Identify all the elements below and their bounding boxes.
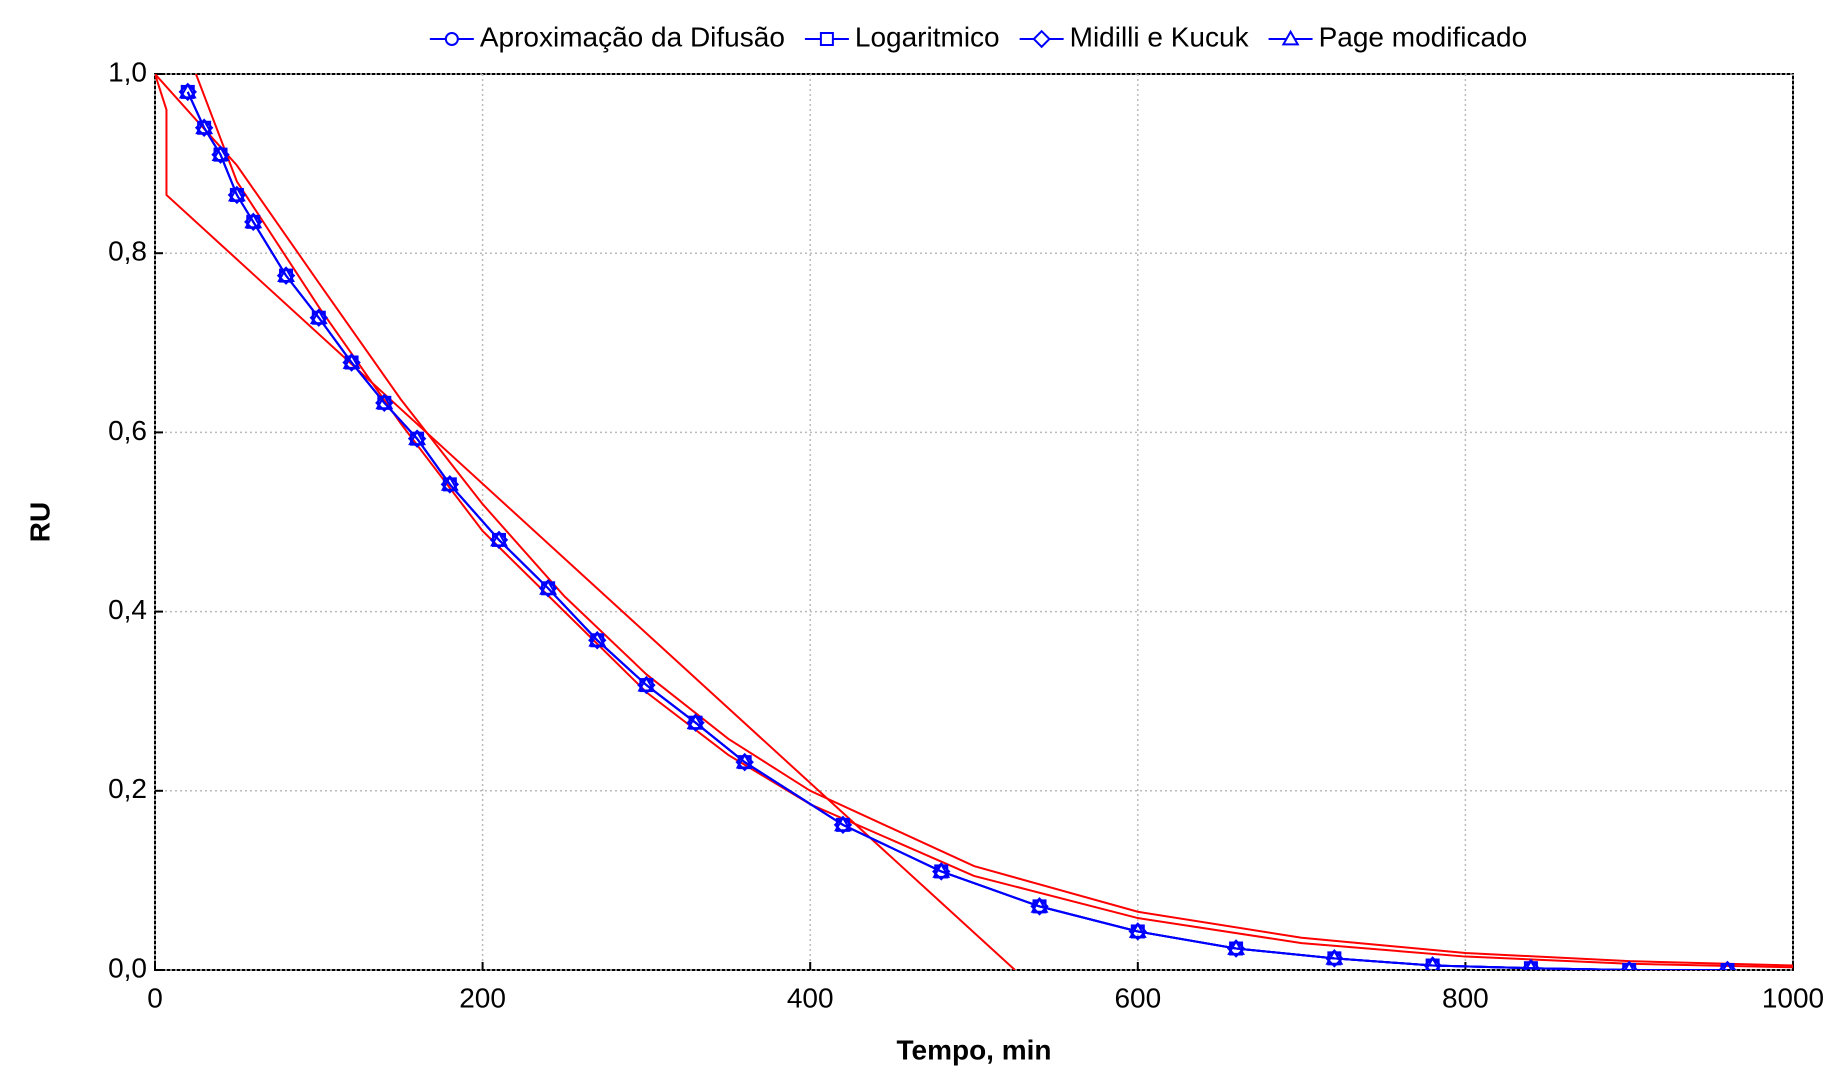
marker [1030,897,1049,916]
legend-item: Aproximação da Difusão [429,21,785,52]
y-tick-label: 1,0 [108,56,147,87]
y-axis-label: RU [24,502,55,542]
marker [227,185,247,205]
marker [1032,29,1051,49]
marker [375,393,394,413]
y-tick-label: 0,4 [108,594,147,625]
plot [155,74,1793,970]
marker [408,429,427,446]
grid [154,73,1794,971]
marker [588,631,607,650]
marker [375,393,394,410]
marker [834,815,852,832]
y-tick-label: 0,6 [108,415,147,446]
marker [686,713,705,730]
legend-label: Logaritmico [855,21,1000,52]
legend-item: Page modificado [1268,21,1528,52]
marker [440,475,460,494]
marker [1521,958,1541,970]
legend: Aproximação da Difusão Logaritmico Midilli… [429,21,1528,52]
marker [637,675,656,695]
marker [195,118,214,135]
marker [1423,956,1442,970]
marker [735,752,754,769]
x-tick-label: 600 [1114,982,1161,1013]
marker [211,145,230,162]
legend-label: Midilli e Kucuk [1070,21,1250,52]
marker [735,752,754,772]
marker [932,862,951,881]
x-tick-label: 400 [787,982,834,1013]
marker [178,82,197,99]
x-tick-label: 800 [1442,982,1489,1013]
marker [1325,949,1344,965]
fit-line [155,74,1016,970]
x-tick-label: 200 [459,982,506,1013]
marker [1128,922,1147,938]
marker [444,32,459,46]
x-tick-label: 1000 [1762,982,1824,1013]
marker [342,353,361,372]
marker [1619,960,1639,970]
marker [1424,956,1441,970]
marker [1227,939,1246,955]
marker [1226,939,1246,958]
marker [276,266,296,285]
fit-line [155,74,1793,967]
marker [244,212,263,229]
marker [1128,922,1148,941]
marker [819,32,834,46]
series-line [186,91,1728,970]
legend-label: Aproximação da Difusão [480,21,785,52]
marker [194,118,214,137]
x-axis-label: Tempo, min [896,1034,1051,1065]
marker [309,308,329,327]
marker [277,266,295,282]
legend-item: Midilli e Kucuk [1019,21,1250,52]
marker [309,308,328,325]
y-tick-label: 0,8 [108,236,147,267]
marker [686,713,705,732]
y-tick-label: 0,0 [108,952,147,983]
marker [1623,960,1635,970]
marker [1718,960,1737,970]
legend-item: Logaritmico [804,21,1000,52]
marker [1524,958,1538,970]
marker [211,145,230,164]
y-tick-label: 0,2 [108,773,147,804]
plot-area [154,73,1794,971]
fit-line [195,74,1793,969]
marker [538,579,558,598]
x-tick-label: 0 [147,982,163,1013]
marker [1030,897,1049,913]
marker [342,353,361,369]
marker [490,530,508,547]
marker [833,815,853,835]
marker [244,212,263,232]
marker [227,185,246,202]
marker [440,475,459,491]
legend-label: Page modificado [1319,21,1528,52]
marker [1325,949,1344,968]
marker [588,631,607,647]
marker [178,82,197,102]
marker [1281,29,1300,46]
marker [407,429,427,448]
marker [637,675,656,692]
marker [1722,960,1733,970]
marker [932,862,951,878]
marker [489,530,509,550]
marker [539,579,558,595]
